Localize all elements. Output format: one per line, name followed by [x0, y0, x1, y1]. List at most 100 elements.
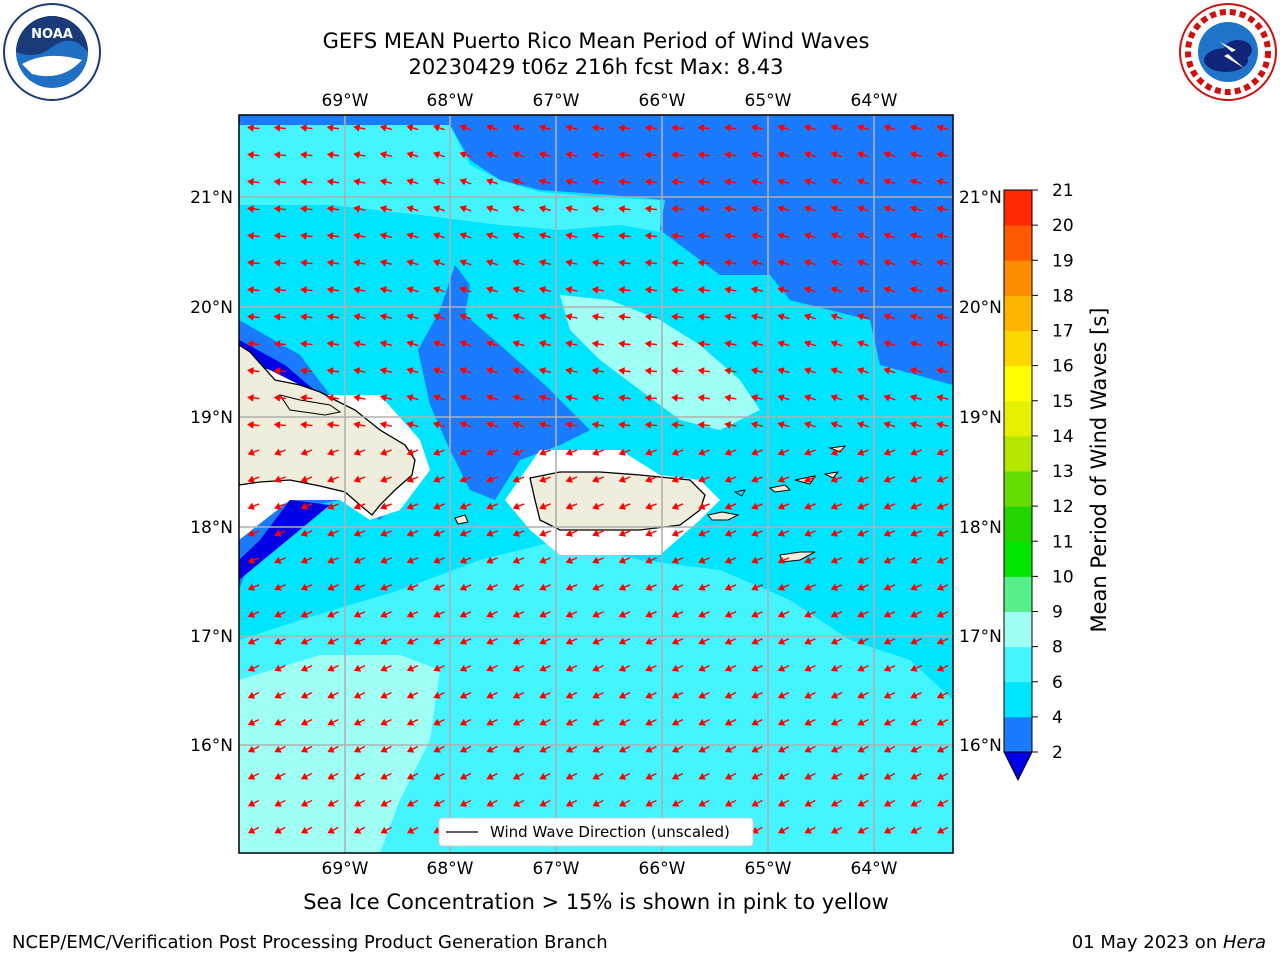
wave-arrow-head	[486, 232, 494, 240]
wave-arrow-head	[591, 421, 599, 429]
wave-arrow-head	[565, 772, 574, 780]
wave-arrow-head	[406, 610, 415, 618]
wave-arrow-head	[353, 475, 361, 483]
wave-arrow-head	[857, 421, 865, 429]
wave-arrow-head	[512, 610, 521, 618]
wave-arrow-head	[777, 772, 786, 780]
wave-arrow-head	[512, 313, 520, 321]
wave-arrow-head	[380, 826, 388, 834]
wave-arrow-head	[777, 718, 786, 726]
wave-arrow-head	[539, 772, 547, 780]
wave-arrow-head	[353, 637, 362, 645]
wave-arrow-head	[751, 583, 759, 591]
nws-logo	[1179, 3, 1277, 101]
mona-island	[454, 514, 469, 525]
wave-arrow-head	[353, 826, 362, 834]
wave-arrow-head	[565, 394, 573, 402]
wave-arrow-head	[486, 286, 494, 294]
wave-arrow-head	[671, 691, 680, 699]
wave-arrow-head	[909, 313, 918, 321]
wave-arrow-head	[565, 637, 574, 645]
wave-arrow-head	[406, 205, 414, 213]
wave-arrow-head	[327, 502, 335, 510]
wave-arrow-head	[459, 340, 467, 348]
wave-arrow-head	[830, 718, 839, 726]
wave-arrow-head	[697, 421, 705, 429]
wave-arrow-head	[538, 394, 546, 402]
wave-arrow-head	[459, 421, 467, 429]
wave-arrow-head	[830, 340, 838, 348]
wave-arrow-head	[274, 664, 282, 672]
colorbar-tick-label: 20	[1052, 216, 1074, 236]
wave-arrow-head	[910, 475, 918, 483]
wave-arrow-head	[327, 664, 335, 672]
wave-arrow-head	[273, 124, 281, 132]
wave-arrow-head	[618, 691, 627, 699]
wave-arrow-head	[910, 799, 918, 807]
wave-arrow-head	[592, 610, 600, 618]
wave-arrow-head	[857, 529, 865, 537]
lat-labels-left: 21°N 20°N 19°N 18°N 17°N 16°N	[190, 188, 233, 756]
wave-arrow-head	[459, 124, 467, 132]
wave-arrow-head	[936, 691, 945, 699]
wave-arrow-head	[751, 556, 759, 564]
wave-arrow-head	[300, 448, 308, 456]
wave-arrow-head	[644, 178, 652, 186]
lat-label: 17°N	[959, 627, 1002, 647]
wave-arrow-head	[486, 124, 494, 132]
wave-arrow-head	[300, 340, 307, 348]
wave-arrow-head	[433, 475, 441, 483]
wave-arrow-head	[512, 664, 521, 672]
wave-arrow-head	[909, 421, 918, 429]
wave-arrow-head	[830, 475, 838, 483]
wave-arrow-head	[618, 799, 627, 807]
lon-label: 69°W	[322, 859, 369, 879]
wave-arrow-head	[777, 124, 785, 132]
wave-arrow-head	[751, 718, 759, 726]
colorbar-segment	[1004, 295, 1032, 331]
wave-arrow-head	[459, 502, 467, 510]
wave-arrow-head	[618, 124, 625, 132]
colorbar-segment	[1004, 541, 1032, 577]
wave-arrow-head	[671, 286, 678, 294]
colorbar-segment	[1004, 611, 1032, 648]
wave-arrow-head	[539, 556, 547, 564]
wave-arrow-head	[565, 556, 574, 564]
wave-arrow-head	[909, 394, 918, 402]
wave-arrow-head	[539, 583, 547, 591]
wave-arrow-head	[803, 421, 812, 429]
wave-arrow-head	[883, 178, 891, 186]
wave-arrow-head	[645, 556, 653, 564]
wave-arrow-head	[936, 340, 944, 348]
wave-arrow-head	[591, 124, 599, 132]
wave-arrow-head	[671, 529, 679, 537]
wave-arrow-head	[909, 151, 918, 159]
wave-arrow-head	[698, 691, 706, 699]
wave-arrow-head	[512, 205, 520, 213]
wave-arrow-head	[327, 475, 335, 483]
wave-arrow-head	[565, 151, 573, 159]
wave-arrow-head	[538, 313, 546, 321]
wave-arrow-head	[459, 259, 467, 267]
wave-arrow-head	[804, 610, 812, 618]
lat-label: 16°N	[190, 736, 233, 756]
wave-arrow-head	[724, 232, 732, 240]
wave-arrow-head	[830, 745, 839, 753]
wave-arrow-head	[883, 583, 892, 591]
wave-arrow-head	[777, 205, 785, 213]
wave-arrow-head	[857, 367, 865, 375]
footer-right: 01 May 2023 on Hera	[1072, 932, 1266, 953]
wave-arrow-head	[883, 421, 891, 429]
wave-arrow-head	[300, 610, 309, 618]
wave-arrow-head	[300, 124, 307, 132]
wave-arrow-head	[910, 718, 918, 726]
wave-arrow-head	[353, 313, 361, 321]
wave-arrow-head	[618, 637, 627, 645]
wave-arrow-head	[671, 637, 680, 645]
colorbar-segment	[1004, 471, 1032, 507]
wave-arrow-head	[830, 232, 838, 240]
wave-arrow-head	[247, 205, 254, 213]
wave-arrow-head	[591, 340, 599, 348]
wave-arrow-head	[883, 502, 891, 510]
wave-arrow-head	[512, 691, 521, 699]
